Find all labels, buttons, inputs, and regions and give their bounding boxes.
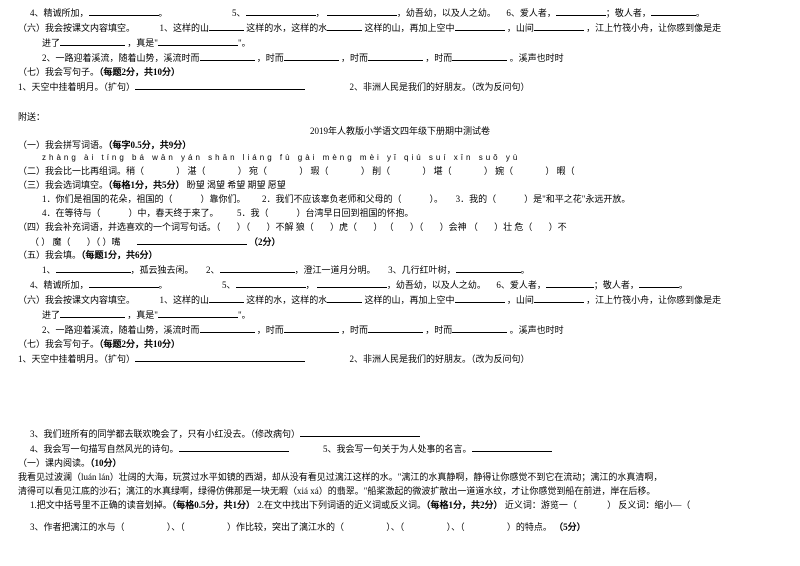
reading-1: （一）课内阅读。（10分） [18, 457, 782, 471]
paper-title: 2019年人教版小学语文四年级下册期中测试卷 [18, 125, 782, 139]
q4: 4、精诚所加，。 5、， ，幼吾幼，以及人之幼。 6、爱人者，；敬人者，。 [18, 6, 782, 21]
b4: 4、我会写一句描写自然风光的诗句。 5、我会写一句关于为人处事的名言。 [18, 442, 782, 457]
s5-row1: 1、，孤云独去闲。 2、，澄江一道月分明。 3、几行红叶树，。 [18, 263, 782, 278]
section-6-q2: 2、一路迎着溪流，随着山势，溪流时而 ，时而 ，时而 ，时而 。溪声也时时 [18, 51, 782, 66]
s3-row1: 1．你们是祖国的花朵，祖国的（）靠你们。 2．我们不应该辜负老师和父母的（）。 … [18, 193, 782, 207]
s7b: （七）我会写句子。（每题2分，共10分） [18, 338, 782, 352]
attachment-label: 附送： [18, 111, 782, 125]
section-6: （六）我会按课文内容填空。 1、这样的山 这样的水，这样的水 这样的山，再加上空… [18, 21, 782, 36]
s4: （四）我会补充词语，并选喜欢的一个词写句话。（ ）（ ）不解 狼（ ）虎（ ） … [18, 221, 782, 235]
section-7-q1: 1、天空中挂着明月。（扩句） 2、非洲人民是我们的好朋友。（改为反问句） [18, 80, 782, 95]
s1: （一）我会拼写词语。（每字0.5分，共9分） [18, 139, 782, 153]
s3-row2: 4．在等待与（）中，春天终于来了。 5．我（）台湾早日回到祖国的怀抱。 [18, 207, 782, 221]
s6b-q2: 2、一路迎着溪流，随着山势，溪流时而 ，时而 ，时而 ，时而 。溪声也时时 [18, 323, 782, 338]
rq1: 1.把文中括号里不正确的读音划掉。（每格0.5分，共1分） 2.在文中找出下列词… [18, 499, 782, 513]
s4-row2: （ ） 魔（ ）（ ）嘴 （2分） [18, 235, 782, 250]
s6b-cont: 进了 ，真是""。 [18, 308, 782, 323]
s6b: （六）我会按课文内容填空。 1、这样的山 这样的水，这样的水 这样的山，再加上空… [18, 293, 782, 308]
pinyin-row: zhànɡ ài tínɡ bá wān yán shān liánɡ fù ɡ… [18, 152, 782, 164]
s5: （五）我会填。（每题1分，共6分） [18, 249, 782, 263]
s7b-q1: 1、天空中挂着明月。（扩句） 2、非洲人民是我们的好朋友。（改为反问句） [18, 352, 782, 367]
rq3: 3、作者把漓江的水与（ ）、（ ）作比较，突出了漓江水的（ ）、（ ）、（ ）的… [18, 521, 782, 535]
passage-2: 清得可以看见江底的沙石；漓江的水真绿啊，绿得仿佛那是一块无暇（xiá xá）的翡… [18, 485, 782, 499]
s5-row2: 4、精诚所加，。 5、， ，幼吾幼，以及人之幼。 6、爱人者，；敬人者，。 [18, 278, 782, 293]
b3: 3、我们班所有的同学都去联欢晚会了，只有小红没去。（修改病句） [18, 427, 782, 442]
s3: （三）我会选词填空。（每格1分，共5分） 盼望 渴望 希望 期望 愿望 [18, 179, 782, 193]
passage-1: 我看见过波澜（luán lán）壮阔的大海，玩赏过水平如镜的西湖，却从没有看见过… [18, 471, 782, 485]
s2: （二）我会比一比再组词。稍（ ） 湛（ ） 宛（ ） 瑕（ ） 削（ ） 堪（ … [18, 165, 782, 179]
section-7: （七）我会写句子。（每题2分，共10分） [18, 66, 782, 80]
section-6-cont: 进了 ，真是""。 [18, 36, 782, 51]
